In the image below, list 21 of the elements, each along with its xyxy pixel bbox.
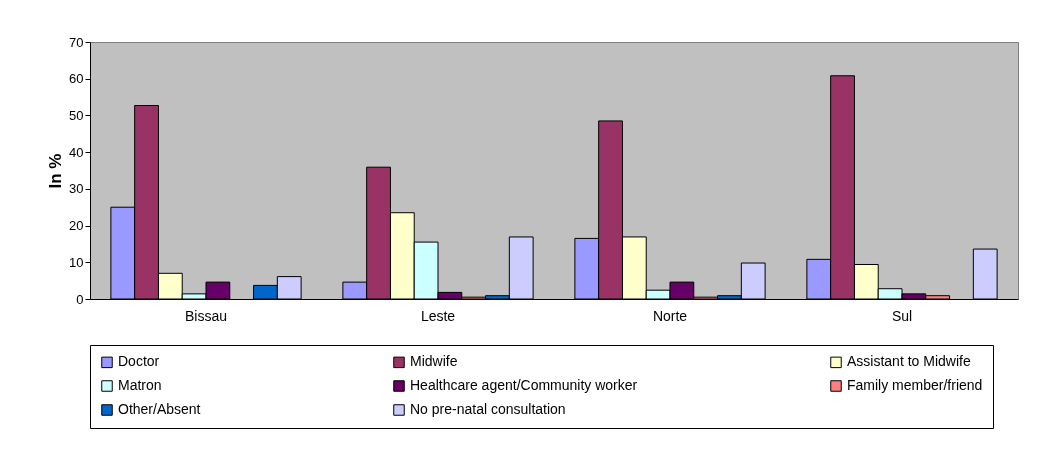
legend-label: Matron <box>118 377 162 393</box>
legend-label: Midwife <box>410 353 458 370</box>
y-tick-label: 30 <box>69 181 84 197</box>
x-tick-label: Sul <box>891 307 913 324</box>
y-axis-title: In % <box>46 153 66 189</box>
y-tick-label: 0 <box>76 291 84 307</box>
legend-label: Doctor <box>118 353 160 370</box>
legend-label: Healthcare agent/Community worker <box>410 377 638 393</box>
legend-label: Other/Absent <box>118 401 201 417</box>
legend-label: No pre-natal consultation <box>410 401 566 417</box>
x-tick-label: Norte <box>652 307 688 324</box>
y-tick-label: 50 <box>69 107 84 123</box>
y-tick-label: 10 <box>69 254 84 270</box>
y-tick-label: 60 <box>69 71 84 87</box>
y-tick-label: 40 <box>69 144 84 160</box>
x-tick-label: Leste <box>420 307 456 324</box>
y-tick-label: 70 <box>69 34 84 50</box>
y-tick-label: 20 <box>69 218 84 234</box>
x-tick-label: Bissau <box>184 307 228 324</box>
legend-label: Family member/friend <box>847 377 983 393</box>
legend-label: Assistant to Midwife <box>847 353 971 370</box>
